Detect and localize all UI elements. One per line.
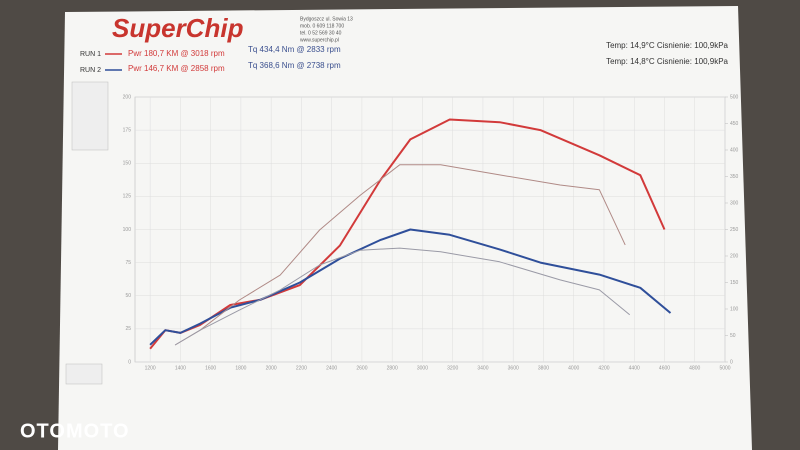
x-tick-label: 3400	[477, 365, 488, 371]
y2-tick-label: 250	[730, 227, 739, 233]
x-tick-label: 4400	[629, 365, 640, 371]
address: mob. 0 609 118 700	[300, 23, 344, 29]
run-tq: Tq 368,6 Nm @ 2738 rpm	[248, 61, 341, 70]
y2-tick-label: 100	[730, 306, 739, 312]
y2-tick-label: 400	[730, 147, 739, 153]
x-tick-label: 3000	[417, 365, 428, 371]
y-tick-label: 125	[123, 194, 132, 200]
x-tick-label: 2800	[387, 365, 398, 371]
curve	[174, 164, 626, 346]
run-conditions: Temp: 14,8°C Cisnienie: 100,9kPa	[606, 57, 728, 66]
y-tick-label: 150	[123, 161, 132, 167]
x-tick-label: 1800	[235, 365, 246, 371]
y2-tick-label: 300	[730, 200, 739, 206]
y2-tick-label: 200	[730, 253, 739, 259]
curve	[149, 228, 672, 346]
y-tick-label: 175	[123, 127, 132, 133]
x-tick-label: 2000	[266, 365, 277, 371]
x-tick-label: 1400	[175, 365, 186, 371]
y2-tick-label: 0	[730, 359, 733, 365]
run-pwr: Pwr 180,7 KM @ 3018 rpm	[128, 49, 225, 58]
x-tick-label: 3200	[447, 365, 458, 371]
y2-tick-label: 150	[730, 280, 739, 286]
y-tick-label: 75	[125, 260, 131, 266]
y2-tick-label: 500	[730, 94, 739, 100]
legend-panel	[71, 81, 109, 151]
x-tick-label: 5000	[719, 365, 730, 371]
y2-tick-label: 450	[730, 121, 739, 127]
logo: SuperChip	[112, 13, 244, 43]
x-tick-label: 4800	[689, 365, 700, 371]
y-tick-label: 50	[125, 293, 131, 299]
y-tick-label: 200	[123, 94, 132, 100]
run-pwr: Pwr 146,7 KM @ 2858 rpm	[128, 64, 225, 73]
run-panel	[65, 363, 103, 385]
address: tel. 0 52 569 30 40	[300, 30, 342, 36]
x-tick-label: 2200	[296, 365, 307, 371]
x-tick-label: 4000	[568, 365, 579, 371]
x-tick-label: 4200	[598, 365, 609, 371]
paper	[58, 6, 752, 450]
x-tick-label: 3600	[508, 365, 519, 371]
x-tick-label: 4600	[659, 365, 670, 371]
x-tick-label: 1200	[145, 365, 156, 371]
x-tick-label: 2400	[326, 365, 337, 371]
run-tq: Tq 434,4 Nm @ 2833 rpm	[248, 45, 341, 54]
x-tick-label: 2600	[356, 365, 367, 371]
address: Bydgoszcz ul. Sowia 13	[300, 16, 353, 22]
watermark: OTOMOTO	[20, 420, 130, 442]
y2-tick-label: 50	[730, 333, 736, 339]
x-tick-label: 1600	[205, 365, 216, 371]
run-conditions: Temp: 14,9°C Cisnienie: 100,9kPa	[606, 41, 728, 50]
curve	[174, 247, 631, 346]
run-name: RUN 2	[80, 67, 101, 74]
run-name: RUN 1	[80, 51, 101, 58]
address: www.superchip.pl	[300, 37, 339, 43]
y2-tick-label: 350	[730, 174, 739, 180]
y-tick-label: 100	[123, 227, 132, 233]
y-tick-label: 25	[125, 326, 131, 332]
y-tick-label: 0	[128, 359, 131, 365]
x-tick-label: 3800	[538, 365, 549, 371]
